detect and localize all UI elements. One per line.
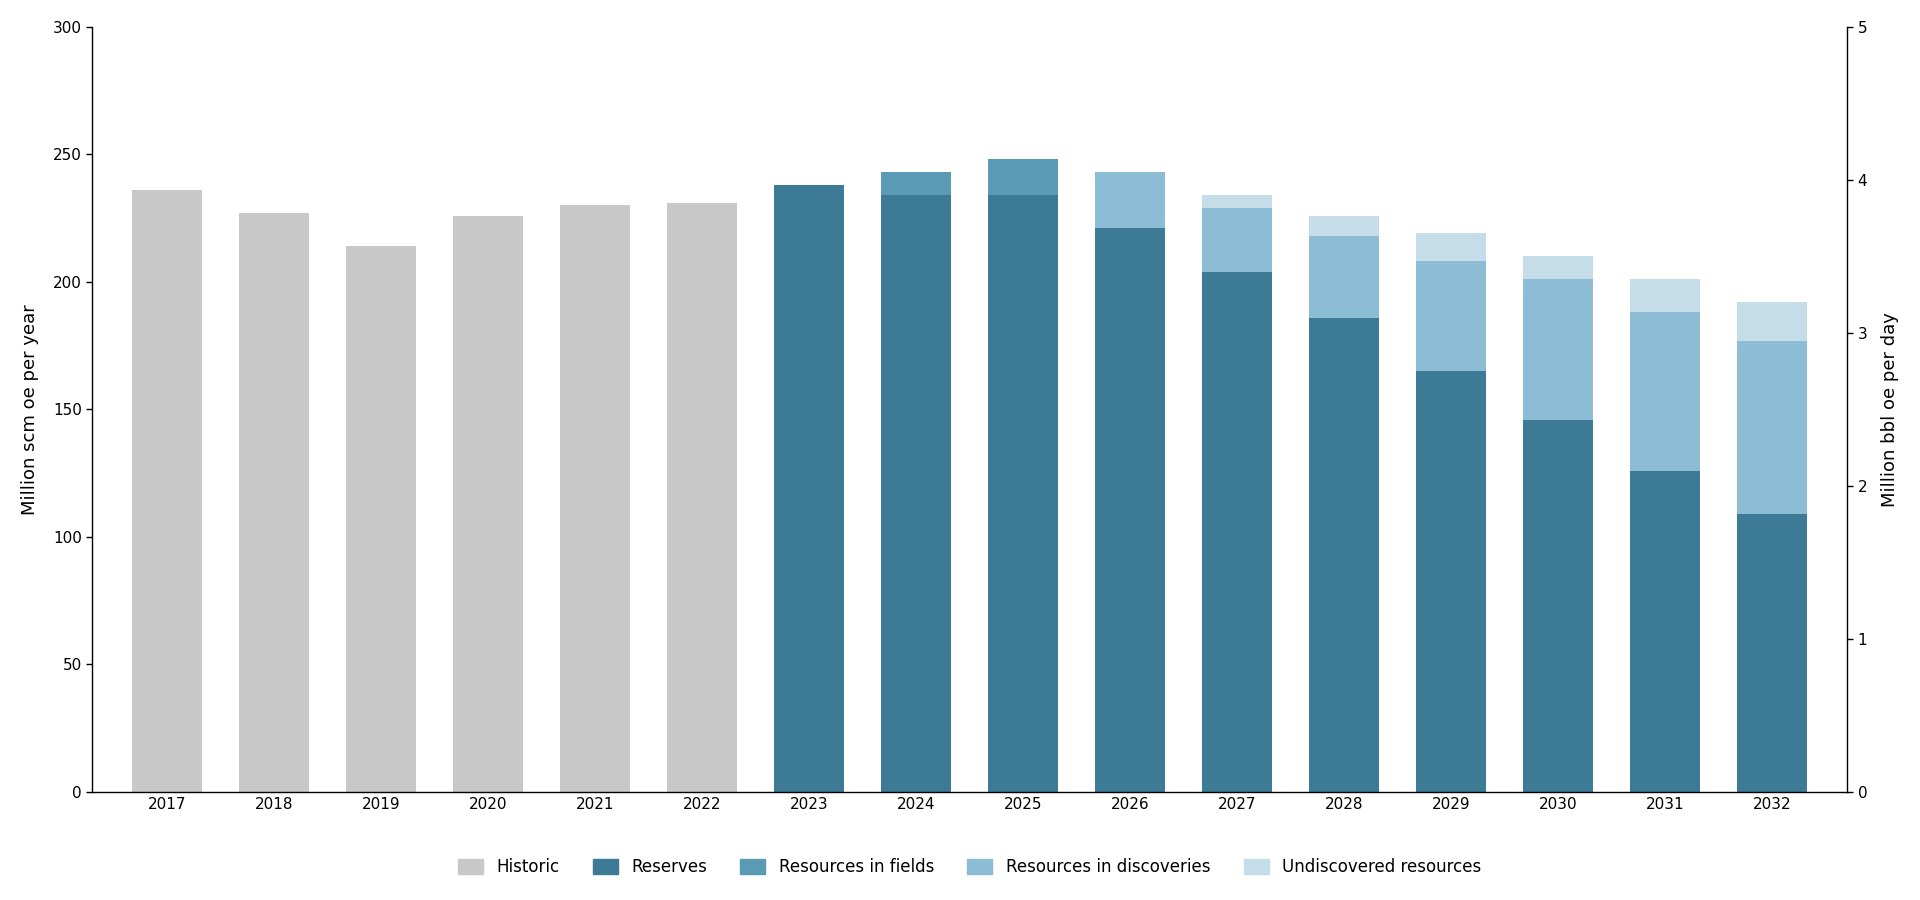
Bar (1738, 302, 1807, 340)
Bar (132, 190, 202, 792)
Bar (346, 247, 417, 792)
Bar (1417, 233, 1486, 262)
Bar (453, 216, 522, 792)
Bar (989, 195, 1058, 792)
Bar (1630, 471, 1699, 792)
Bar (1523, 419, 1594, 792)
Bar (1096, 229, 1165, 792)
Bar (1630, 279, 1699, 312)
Bar (1202, 195, 1271, 208)
Y-axis label: Million bbl oe per day: Million bbl oe per day (1882, 312, 1899, 507)
Bar (1309, 318, 1379, 792)
Bar (1417, 262, 1486, 371)
Bar (1202, 208, 1271, 272)
Bar (1630, 312, 1699, 471)
Bar (989, 159, 1058, 195)
Bar (668, 202, 737, 792)
Bar (561, 205, 630, 792)
Bar (240, 213, 309, 792)
Bar (1738, 340, 1807, 514)
Bar (881, 195, 950, 792)
Bar (1096, 172, 1165, 229)
Bar (1309, 216, 1379, 236)
Bar (1202, 272, 1271, 792)
Legend: Historic, Reserves, Resources in fields, Resources in discoveries, Undiscovered : Historic, Reserves, Resources in fields,… (451, 851, 1488, 883)
Bar (881, 172, 950, 195)
Bar (1309, 236, 1379, 318)
Bar (1738, 514, 1807, 792)
Bar (1523, 256, 1594, 279)
Y-axis label: Million scm oe per year: Million scm oe per year (21, 304, 38, 515)
Bar (1417, 371, 1486, 792)
Bar (774, 185, 845, 792)
Bar (1523, 279, 1594, 419)
